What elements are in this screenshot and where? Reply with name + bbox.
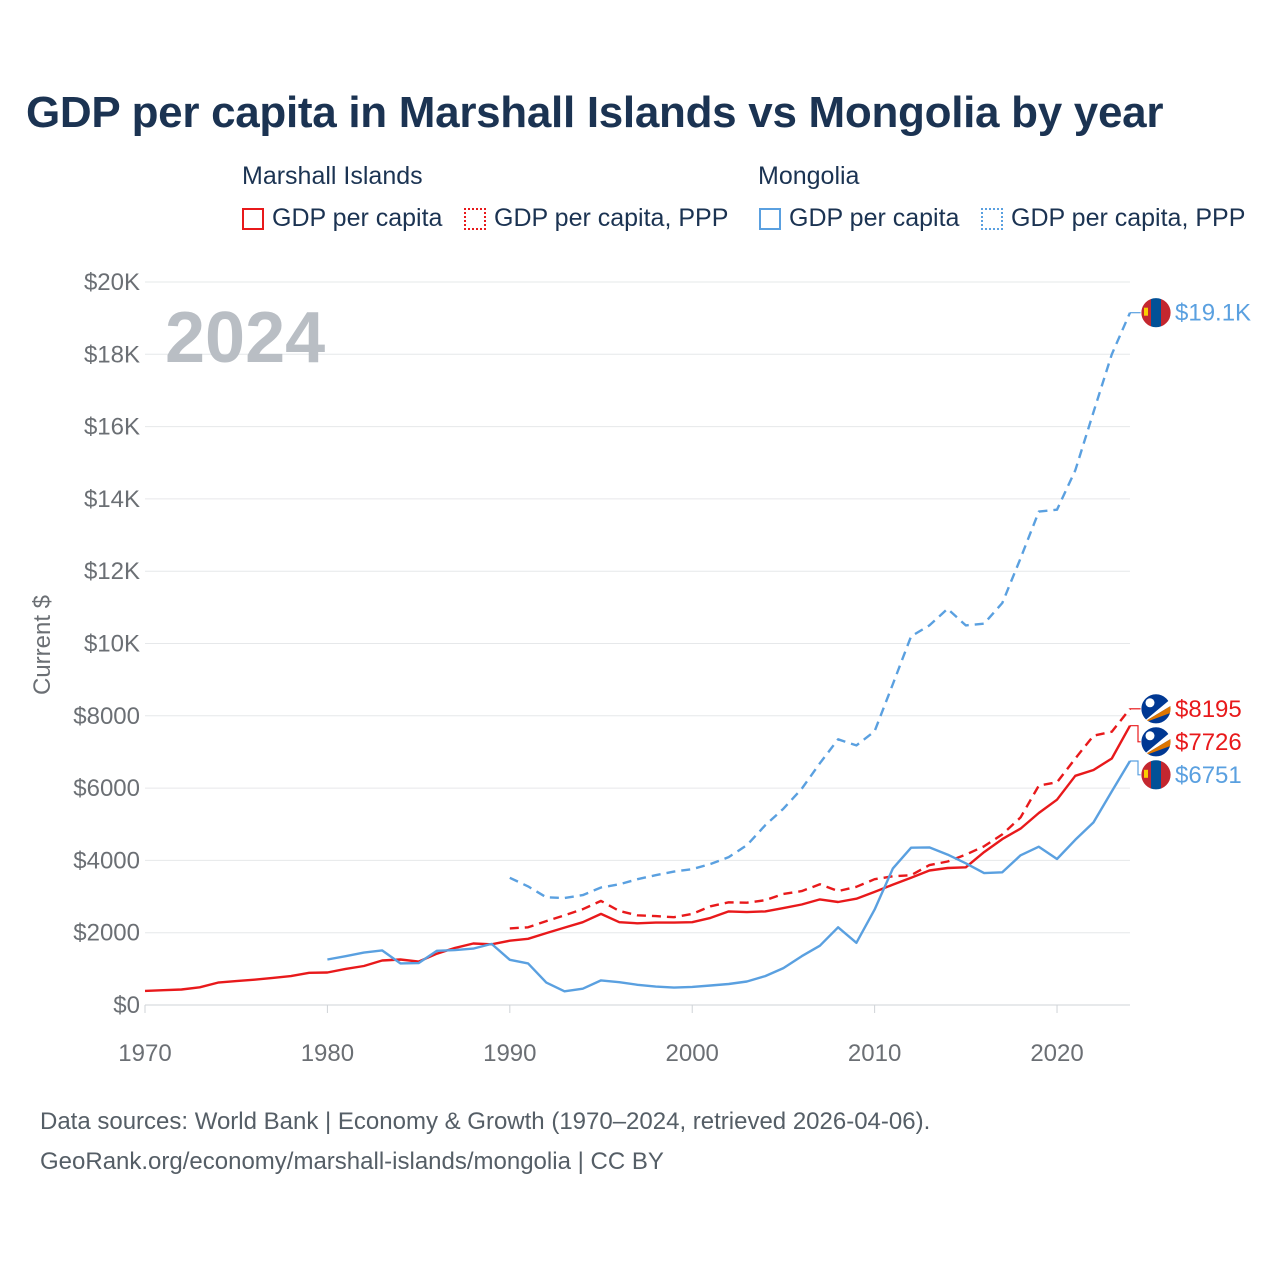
- y-tick-label: $6000: [73, 775, 140, 802]
- y-tick-label: $0: [113, 992, 140, 1019]
- x-axis: 1970 1980 1990 2000 2010 2020: [118, 1005, 1084, 1067]
- legend-swatch-dotted-red: [464, 207, 486, 230]
- y-tick-label: $18K: [84, 341, 140, 368]
- gridlines: [145, 281, 1130, 1006]
- y-axis: $0 $2000 $4000 $6000 $8000 $10K $12K $14K $16K $1…: [73, 269, 140, 1019]
- series-line: [509, 312, 1132, 900]
- series-line: [509, 708, 1131, 930]
- marshall-islands-flag-icon: [1140, 693, 1172, 725]
- y-tick-label: $8000: [73, 703, 140, 730]
- footer-link[interactable]: GeoRank.org/economy/marshall-islands/mon…: [40, 1148, 664, 1175]
- legend-swatch-solid-blue: [759, 207, 781, 230]
- marshall-islands-flag-icon: [1140, 726, 1172, 758]
- footer-sources: Data sources: World Bank | Economy & Gro…: [40, 1108, 931, 1135]
- y-tick-label: $2000: [73, 920, 140, 947]
- series-lines: [144, 312, 1132, 993]
- legend-group-marshall-islands: Marshall Islands: [242, 162, 423, 190]
- y-tick-label: $10K: [84, 631, 140, 658]
- end-value-label: $8195: [1175, 696, 1242, 723]
- x-tick-label: 2020: [1030, 1040, 1083, 1067]
- label-leader: [1130, 725, 1141, 743]
- line-chart: 2024 $0$2000$4000$6000$8000$10K$12K$14K$…: [29, 269, 1251, 1067]
- legend-group-mongolia: Mongolia: [758, 162, 860, 190]
- x-tick-label: 1980: [301, 1040, 354, 1067]
- y-tick-label: $20K: [84, 269, 140, 296]
- end-value-label: $7726: [1175, 729, 1242, 756]
- x-tick-label: 1990: [483, 1040, 536, 1067]
- y-axis-label: Current $: [29, 595, 56, 695]
- mongolia-flag-icon: [1140, 297, 1172, 329]
- y-tick-label: $4000: [73, 847, 140, 874]
- legend-item-mn-gdp-ppp[interactable]: GDP per capita, PPP: [981, 204, 1245, 233]
- year-watermark: 2024: [165, 298, 325, 378]
- end-value-label: $19.1K: [1175, 300, 1251, 327]
- series-line: [144, 725, 1132, 993]
- x-tick-label: 2010: [848, 1040, 901, 1067]
- label-leader: [1130, 760, 1141, 776]
- end-labels: $19.1K $8195 $7726 $6751: [1130, 297, 1251, 791]
- mongolia-flag-icon: [1140, 759, 1172, 791]
- legend-label: GDP per capita, PPP: [1011, 204, 1246, 232]
- legend-item-mi-gdp[interactable]: GDP per capita: [242, 204, 442, 233]
- x-tick-label: 2000: [666, 1040, 719, 1067]
- x-tick-label: 1970: [118, 1040, 171, 1067]
- legend-label: GDP per capita: [789, 204, 960, 232]
- legend-item-mn-gdp[interactable]: GDP per capita: [759, 204, 959, 233]
- legend-label: GDP per capita, PPP: [494, 204, 729, 232]
- legend-label: GDP per capita: [272, 204, 443, 232]
- y-tick-label: $16K: [84, 414, 140, 441]
- series-line: [327, 760, 1132, 993]
- chart-title: GDP per capita in Marshall Islands vs Mo…: [26, 88, 1164, 137]
- legend-swatch-dotted-blue: [981, 207, 1003, 230]
- end-value-label: $6751: [1175, 762, 1242, 789]
- legend-swatch-solid-red: [242, 207, 264, 230]
- y-tick-label: $14K: [84, 486, 140, 513]
- y-tick-label: $12K: [84, 558, 140, 585]
- legend-item-mi-gdp-ppp[interactable]: GDP per capita, PPP: [464, 204, 728, 233]
